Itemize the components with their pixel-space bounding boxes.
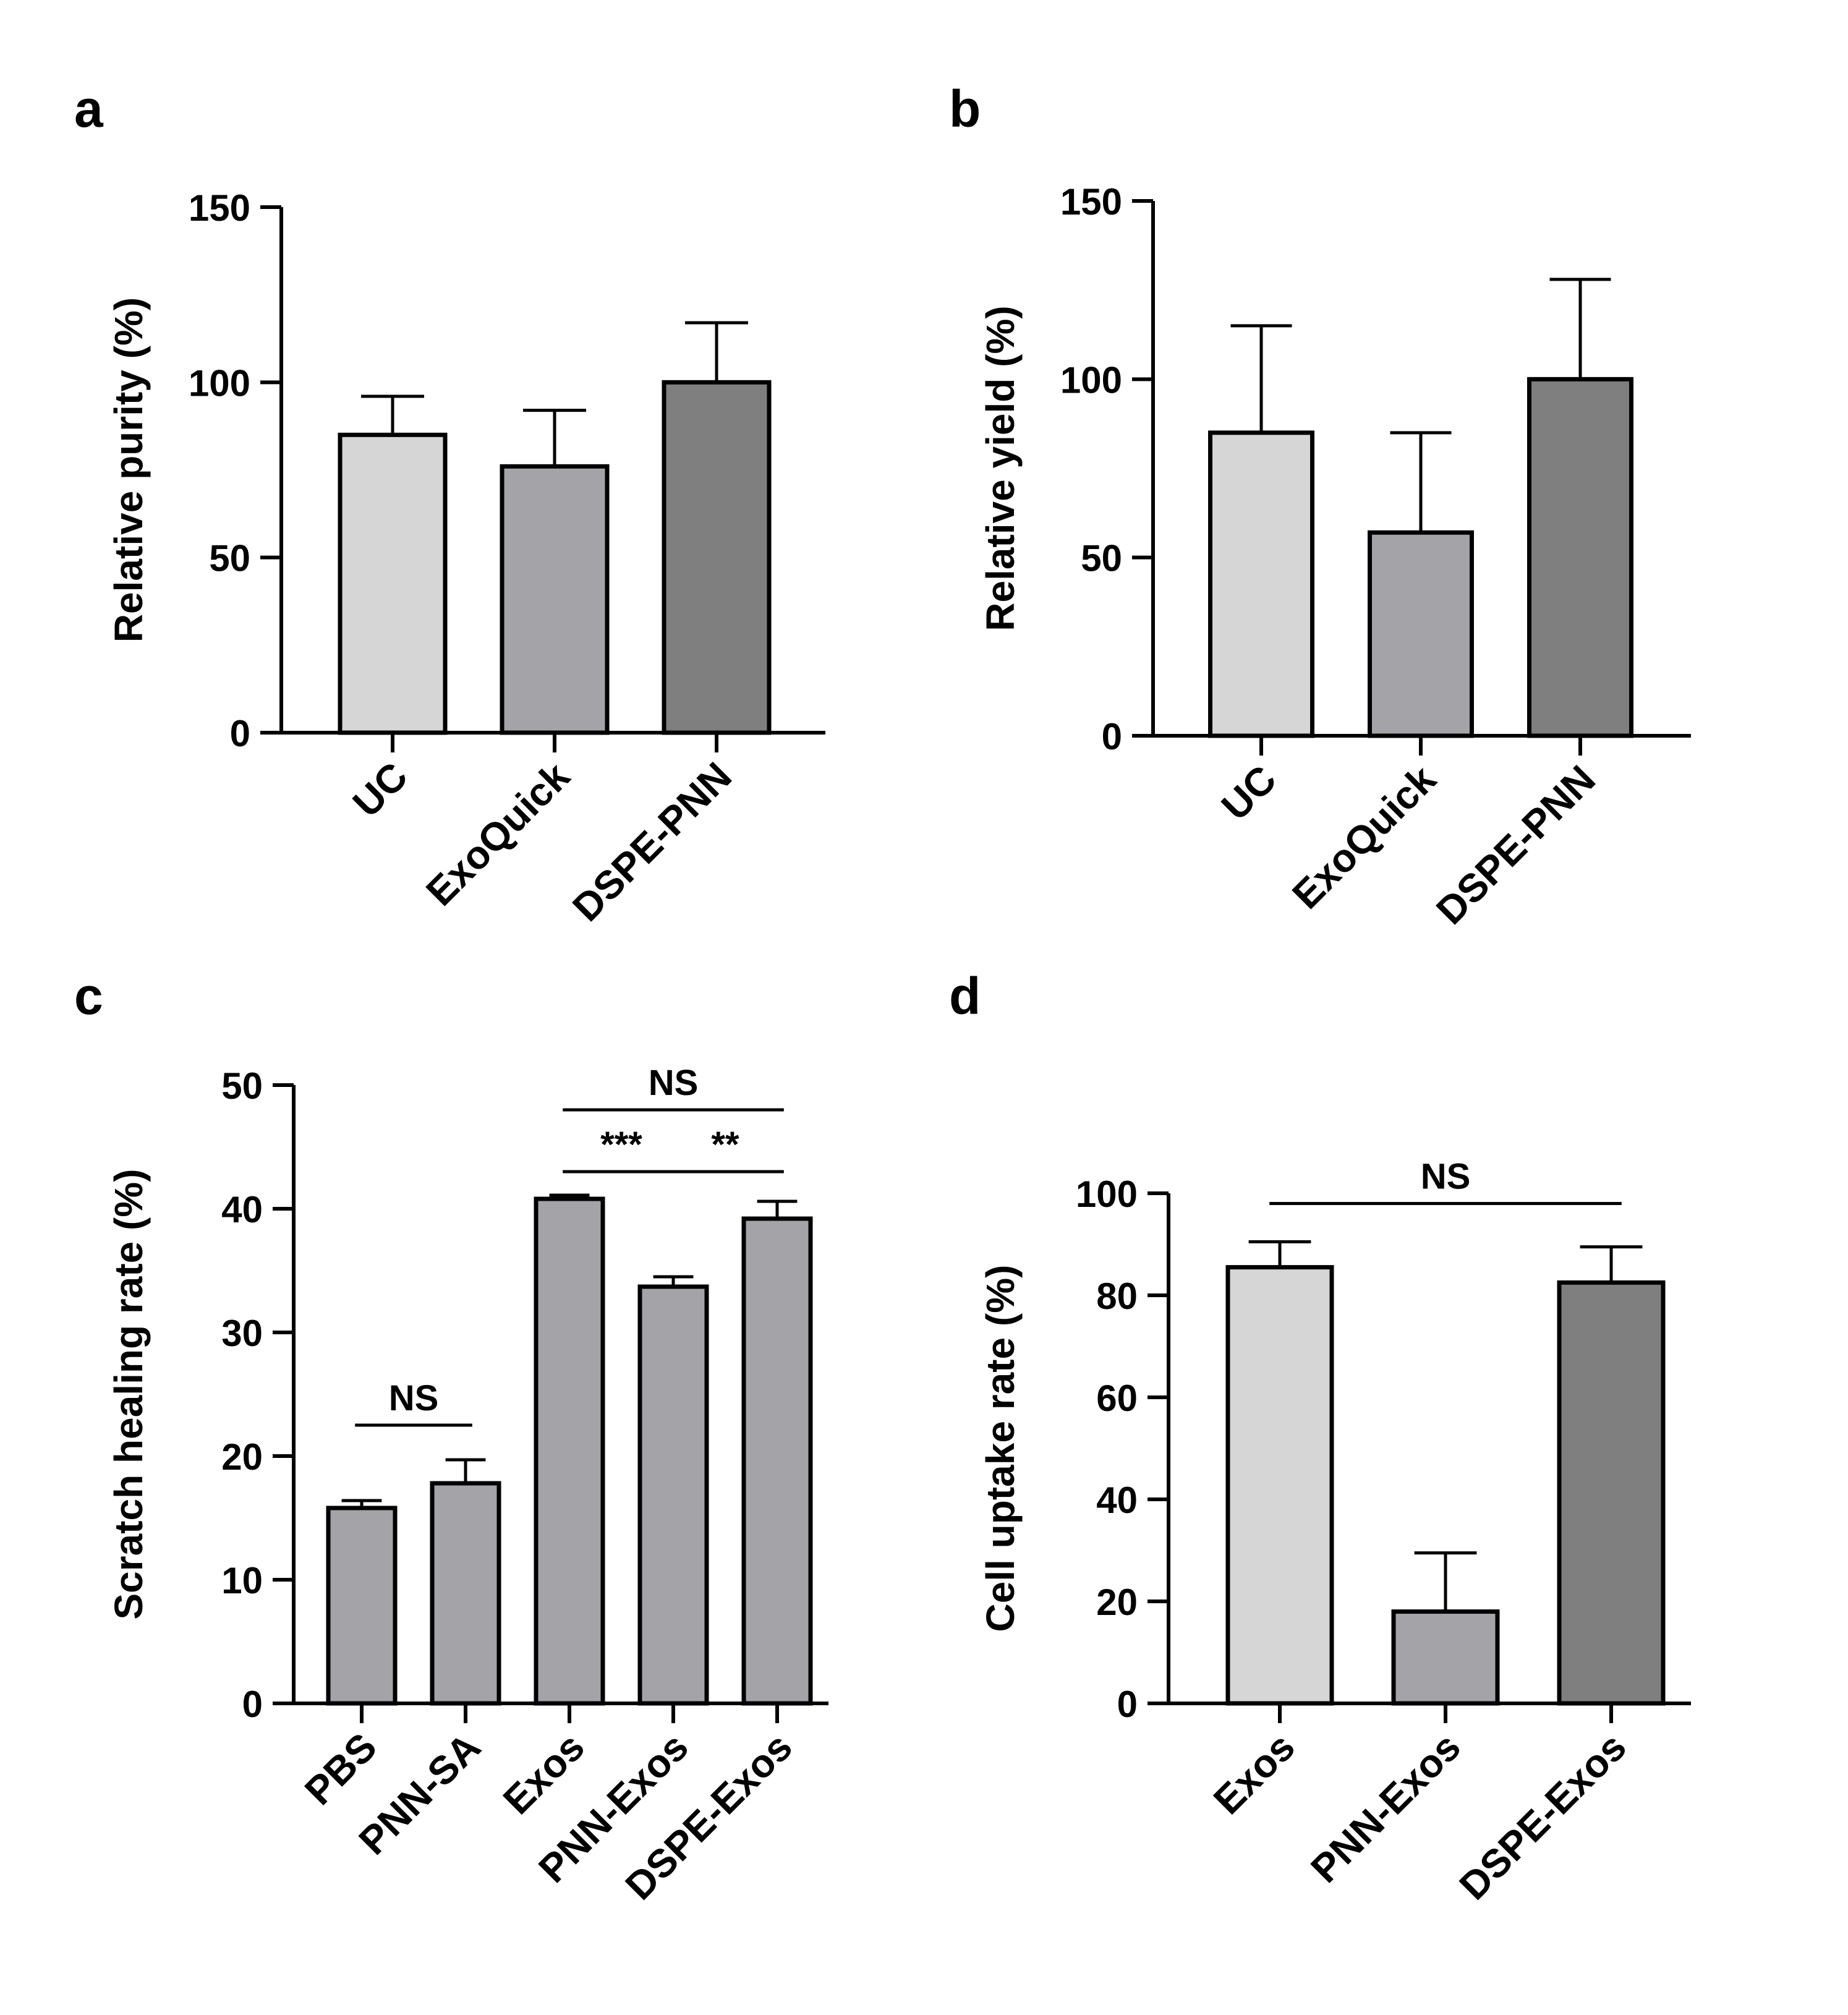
x-tick-label: PNN-Exos bbox=[1302, 1724, 1469, 1891]
bar bbox=[741, 1216, 813, 1706]
y-tick-label: 40 bbox=[1096, 1480, 1138, 1521]
panel-label: a bbox=[74, 80, 104, 138]
x-tick-label: Exos bbox=[495, 1724, 593, 1823]
y-tick-label: 80 bbox=[1096, 1276, 1138, 1317]
y-tick-label: 0 bbox=[1117, 1684, 1138, 1725]
panel-a: a 0 50 100 150 Relative purity (%) UC ExoQuickD… bbox=[74, 80, 825, 930]
y-axis-title: Relative yield (%) bbox=[978, 305, 1023, 631]
significance-label: ** bbox=[711, 1125, 739, 1165]
bar bbox=[326, 1506, 398, 1706]
y-tick-label: 0 bbox=[242, 1684, 263, 1725]
y-axis-title: Cell uptake rate (%) bbox=[978, 1265, 1023, 1632]
y-tick-label: 150 bbox=[1060, 181, 1122, 223]
bar bbox=[637, 1284, 709, 1706]
y-tick-label: 0 bbox=[230, 713, 250, 754]
y-tick-label: 0 bbox=[1102, 716, 1122, 757]
x-tick-label: PBS bbox=[296, 1724, 385, 1813]
x-tick-label: Exos bbox=[1205, 1724, 1303, 1823]
y-tick-label: 10 bbox=[221, 1560, 263, 1601]
y-tick-label: 50 bbox=[221, 1065, 263, 1107]
y-tick-label: 30 bbox=[221, 1313, 263, 1354]
bar bbox=[1208, 430, 1314, 738]
bar bbox=[662, 380, 772, 735]
y-tick-label: 40 bbox=[221, 1189, 263, 1230]
y-tick-label: 60 bbox=[1096, 1378, 1138, 1419]
bar bbox=[430, 1481, 501, 1706]
x-tick-label: UC bbox=[1213, 757, 1285, 829]
bar bbox=[500, 464, 610, 735]
panel-b: b 0 50 100 150 Relative yield (%) UCExoQuickDS… bbox=[949, 80, 1691, 933]
significance-label: *** bbox=[600, 1125, 642, 1165]
x-tick-label: DSPE-PNN bbox=[564, 754, 740, 930]
significance-label: NS bbox=[389, 1378, 439, 1418]
y-tick-label: 20 bbox=[221, 1436, 263, 1478]
x-tick-label: DSPE-PNN bbox=[1428, 757, 1604, 933]
bar bbox=[1527, 377, 1633, 738]
x-tick-label: UC bbox=[344, 754, 416, 825]
x-tick-label: DSPE-Exos bbox=[1451, 1724, 1635, 1908]
bar bbox=[1557, 1280, 1666, 1706]
y-tick-label: 20 bbox=[1096, 1582, 1138, 1623]
bar bbox=[338, 432, 448, 735]
significance-label: NS bbox=[649, 1063, 699, 1103]
y-axis-title: Scratch healing rate (%) bbox=[106, 1169, 151, 1619]
bar bbox=[1391, 1609, 1500, 1706]
x-tick-label: ExoQuick bbox=[1284, 757, 1444, 918]
y-axis-title: Relative purity (%) bbox=[106, 297, 151, 642]
y-tick-label: 50 bbox=[209, 538, 250, 579]
y-tick-label: 100 bbox=[1076, 1174, 1138, 1215]
y-tick-label: 100 bbox=[189, 362, 250, 404]
y-tick-label: 100 bbox=[1060, 359, 1122, 401]
panel-label: c bbox=[74, 967, 103, 1025]
panel-d: d 0 20 40 60 80 100 Cell uptake rate (%) ExosPNN… bbox=[949, 967, 1691, 1908]
panel-label: b bbox=[949, 80, 981, 138]
bar bbox=[1368, 530, 1474, 738]
y-tick-label: 50 bbox=[1081, 538, 1122, 579]
x-tick-label: ExoQuick bbox=[417, 754, 578, 914]
significance-label: NS bbox=[1421, 1157, 1471, 1197]
bar bbox=[1225, 1265, 1334, 1706]
bar bbox=[534, 1196, 605, 1706]
panel-label: d bbox=[949, 967, 981, 1025]
y-tick-label: 150 bbox=[189, 187, 250, 229]
